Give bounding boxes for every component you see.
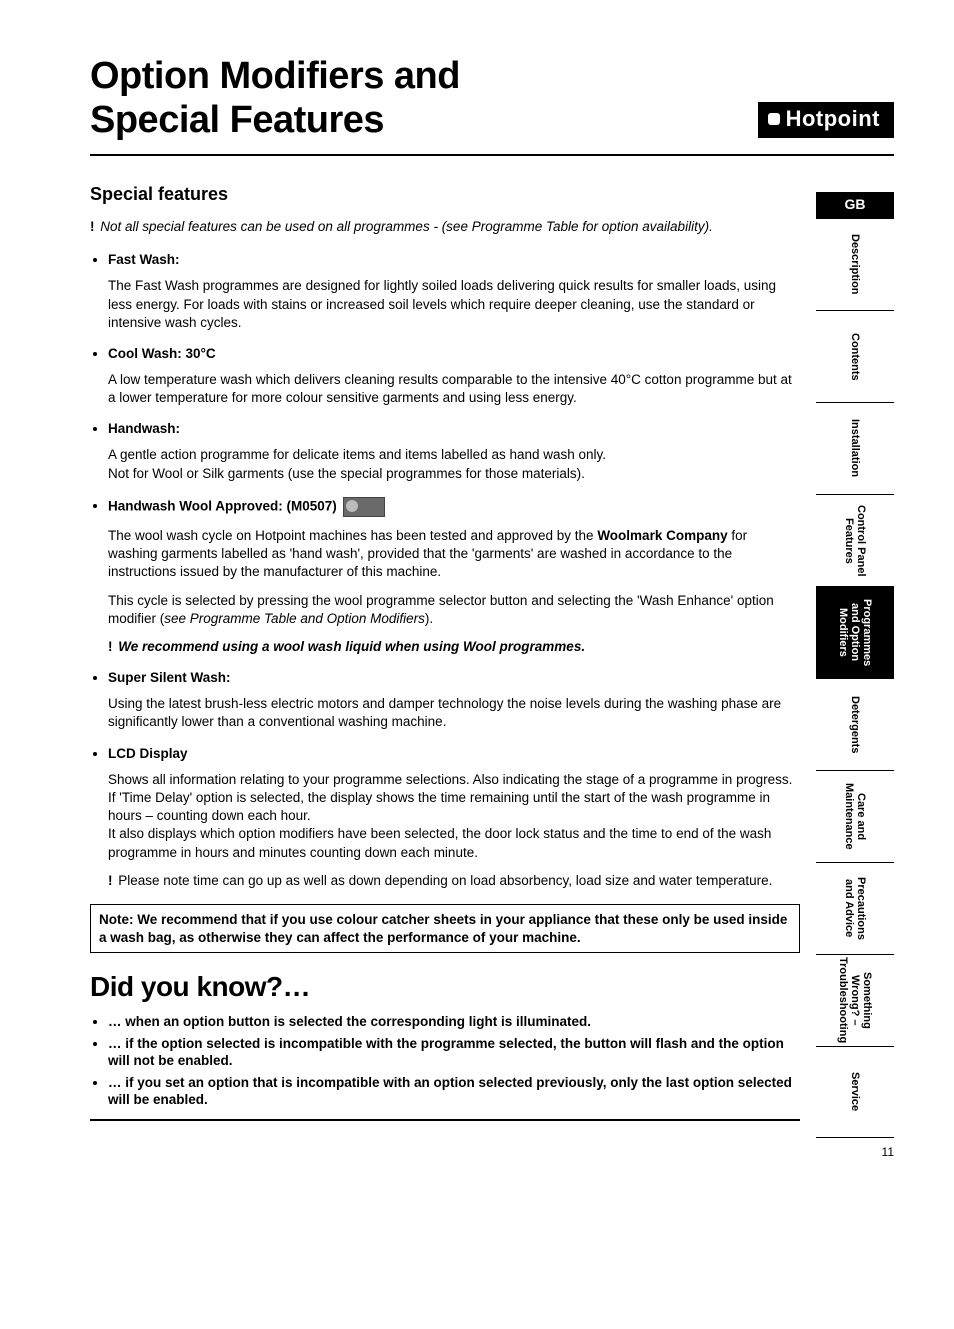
feature-title: LCD Display	[108, 746, 188, 761]
side-tabs: GBDescriptionContentsInstallationControl…	[816, 192, 894, 1138]
brand-badge: Hotpoint	[758, 102, 894, 138]
feature-body: Shows all information relating to your p…	[108, 771, 800, 890]
feature-item: Fast Wash: The Fast Wash programmes are d…	[108, 252, 800, 332]
brand-dot-icon	[768, 113, 780, 125]
alert-icon: !	[90, 219, 95, 234]
side-tab[interactable]: Detergents	[816, 678, 894, 770]
note-box: Note: We recommend that if you use colou…	[90, 904, 800, 953]
feature-title: Handwash Wool Approved: (M0507)	[108, 498, 337, 513]
side-tab[interactable]: SomethingWrong? –Troubleshooting	[816, 954, 894, 1046]
did-you-know-heading: Did you know?…	[90, 971, 800, 1003]
side-tab[interactable]: Contents	[816, 310, 894, 402]
bottom-rule	[90, 1119, 800, 1121]
feature-item: LCD Display Shows all information relatin…	[108, 746, 800, 890]
intro-note: ! Not all special features can be used o…	[90, 219, 800, 234]
side-tab[interactable]: Programmesand OptionModifiers	[816, 586, 894, 678]
feature-paragraph: The wool wash cycle on Hotpoint machines…	[108, 527, 800, 582]
features-list: Fast Wash: The Fast Wash programmes are d…	[90, 252, 800, 890]
feature-title: Super Silent Wash:	[108, 670, 231, 685]
feature-recommendation: ! We recommend using a wool wash liquid …	[108, 638, 800, 656]
did-you-know-item: … when an option button is selected the …	[108, 1013, 800, 1031]
feature-paragraph: Using the latest brush-less electric mot…	[108, 695, 800, 731]
did-you-know-item: … if you set an option that is incompati…	[108, 1074, 800, 1109]
side-tab[interactable]: Precautionsand Advice	[816, 862, 894, 954]
feature-item: Handwash Wool Approved: (M0507) The wool …	[108, 497, 800, 656]
alert-icon: !	[108, 873, 113, 888]
did-you-know-item: … if the option selected is incompatible…	[108, 1035, 800, 1070]
side-tab[interactable]: Service	[816, 1046, 894, 1138]
intro-note-text: Not all special features can be used on …	[100, 219, 713, 234]
feature-title: Handwash:	[108, 421, 180, 436]
alert-icon: !	[108, 639, 113, 654]
did-you-know-list: … when an option button is selected the …	[90, 1013, 800, 1109]
page-number: 11	[90, 1145, 894, 1159]
feature-item: Cool Wash: 30°C A low temperature wash wh…	[108, 346, 800, 407]
main-content: Special features ! Not all special featu…	[90, 184, 800, 1120]
side-tab[interactable]: Control PanelFeatures	[816, 494, 894, 586]
side-tab[interactable]: Description	[816, 218, 894, 310]
feature-trailing-note: ! Please note time can go up as well as …	[108, 872, 800, 890]
feature-paragraph: The Fast Wash programmes are designed fo…	[108, 277, 800, 332]
feature-body: The wool wash cycle on Hotpoint machines…	[108, 527, 800, 656]
feature-title: Fast Wash:	[108, 252, 180, 267]
feature-body: The Fast Wash programmes are designed fo…	[108, 277, 800, 332]
brand-name: Hotpoint	[786, 106, 880, 132]
feature-paragraph: This cycle is selected by pressing the w…	[108, 592, 800, 628]
feature-paragraph: A gentle action programme for delicate i…	[108, 446, 800, 482]
feature-body: Using the latest brush-less electric mot…	[108, 695, 800, 731]
title-line-2: Special Features	[90, 99, 384, 141]
section-heading: Special features	[90, 184, 800, 205]
feature-item: Super Silent Wash: Using the latest brush…	[108, 670, 800, 731]
page-title: Option Modifiers and Special Features	[90, 55, 460, 142]
feature-paragraph: A low temperature wash which delivers cl…	[108, 371, 800, 407]
feature-paragraph: Shows all information relating to your p…	[108, 771, 800, 862]
side-tab[interactable]: Installation	[816, 402, 894, 494]
feature-title: Cool Wash: 30°C	[108, 346, 216, 361]
side-tab[interactable]: GB	[816, 192, 894, 218]
feature-body: A low temperature wash which delivers cl…	[108, 371, 800, 407]
feature-body: A gentle action programme for delicate i…	[108, 446, 800, 482]
feature-item: Handwash: A gentle action programme for d…	[108, 421, 800, 482]
side-tab[interactable]: Care andMaintenance	[816, 770, 894, 862]
title-line-1: Option Modifiers and	[90, 55, 460, 97]
woolmark-badge-icon	[343, 497, 385, 517]
page-header: Option Modifiers and Special Features Ho…	[90, 55, 894, 156]
